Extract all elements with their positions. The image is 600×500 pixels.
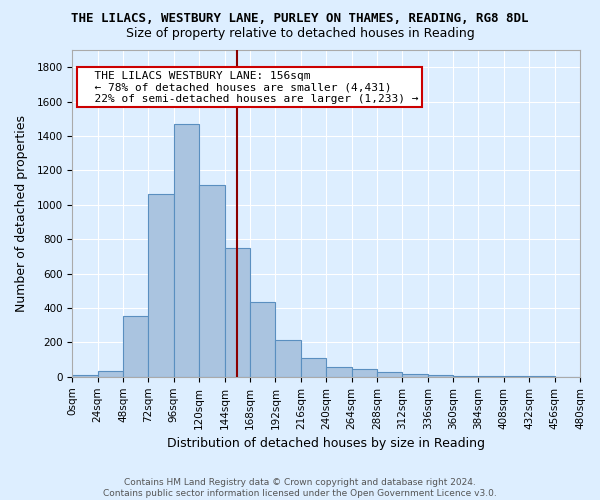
Bar <box>403 374 428 377</box>
Bar <box>301 358 326 377</box>
Bar <box>199 185 224 377</box>
Bar <box>352 369 377 377</box>
Text: Contains HM Land Registry data © Crown copyright and database right 2024.
Contai: Contains HM Land Registry data © Crown c… <box>103 478 497 498</box>
Text: THE LILACS WESTBURY LANE: 156sqm
  ← 78% of detached houses are smaller (4,431)
: THE LILACS WESTBURY LANE: 156sqm ← 78% o… <box>81 70 418 104</box>
Bar <box>326 368 352 377</box>
Bar <box>148 194 174 377</box>
Bar <box>174 124 199 377</box>
Bar <box>123 316 148 377</box>
Text: Size of property relative to detached houses in Reading: Size of property relative to detached ho… <box>125 28 475 40</box>
Bar <box>98 371 123 377</box>
X-axis label: Distribution of detached houses by size in Reading: Distribution of detached houses by size … <box>167 437 485 450</box>
Bar <box>250 302 275 377</box>
Bar <box>428 375 453 377</box>
Bar <box>504 376 529 377</box>
Y-axis label: Number of detached properties: Number of detached properties <box>15 115 28 312</box>
Bar <box>453 376 478 377</box>
Bar <box>377 372 403 377</box>
Bar <box>73 375 98 377</box>
Text: THE LILACS, WESTBURY LANE, PURLEY ON THAMES, READING, RG8 8DL: THE LILACS, WESTBURY LANE, PURLEY ON THA… <box>71 12 529 26</box>
Bar <box>478 376 504 377</box>
Bar <box>224 248 250 377</box>
Bar <box>275 340 301 377</box>
